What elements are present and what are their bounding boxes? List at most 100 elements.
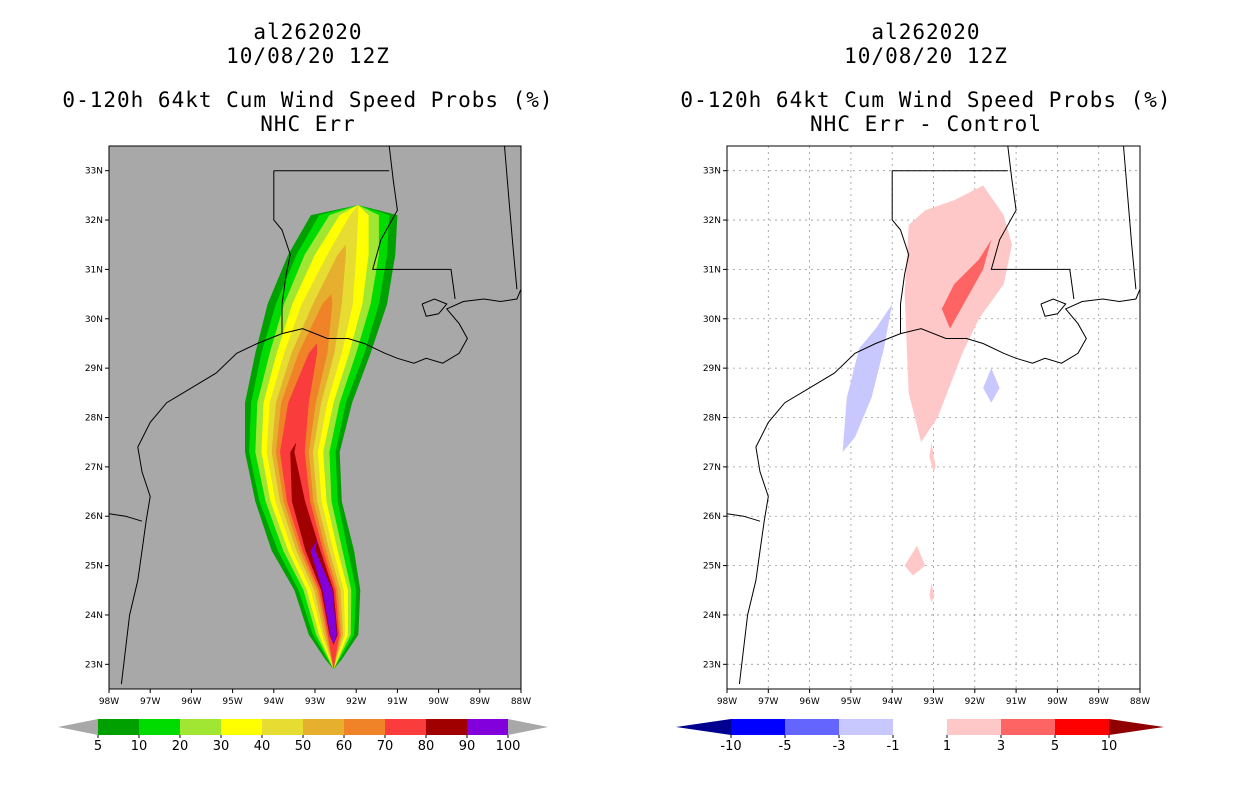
colorbar-label-0-8: 80 [418,739,435,754]
x-tick-label-1-10: 88W [1130,697,1150,707]
map-line-1-1 [891,170,910,334]
x-tick-label-0-2: 96W [181,697,201,707]
colorbar-label-0-9: 90 [459,739,476,754]
colorbar-label-0-6: 60 [336,739,353,754]
colorbar-label-0-7: 70 [377,739,394,754]
x-tick-label-0-7: 91W [387,697,407,707]
left-title-sub: NHC Err [260,112,356,136]
colorbar-swatch-0-9 [467,719,508,735]
right-contours [727,146,1140,689]
colorbar-label-0-3: 30 [213,739,230,754]
right-title-sub: NHC Err - Control [810,112,1042,136]
colorbar-swatch-0-0 [98,719,139,735]
colorbar-swatch-1-6 [1055,719,1109,735]
y-tick-label-0-4: 27N [85,463,103,473]
colorbar-swatch-0-6 [344,719,385,735]
left-chart: 98W 97W 96W 95W 94W 93W 92W 91W 90W 89W 88W 23N 24N 2… [58,145,548,754]
colorbar-swatch-0-5 [303,719,344,735]
x-tick-label-0-8: 90W [428,697,448,707]
plot-frame-1 [726,145,1141,690]
left-title-product: 0-120h 64kt Cum Wind Speed Probs (%) [62,88,554,112]
x-tick-label-0-1: 97W [140,697,160,707]
colorbar-label-1-4: 1 [943,739,951,754]
colorbar-swatch-1-0 [731,719,785,735]
x-tick-label-0-0: 98W [99,697,119,707]
map-line-1-3 [990,146,1075,300]
diff-region-2 [929,442,936,472]
y-tick-label-0-0: 23N [85,660,103,670]
x-tick-label-0-10: 88W [511,697,531,707]
y-tick-label-0-8: 31N [85,265,103,275]
y-tick-label-0-1: 24N [85,611,103,621]
y-tick-label-1-5: 28N [703,414,721,424]
map-line-0-6 [421,298,448,317]
x-tick-label-1-7: 91W [1006,697,1026,707]
colorbar-label-0-2: 20 [172,739,189,754]
y-tick-label-0-9: 32N [85,216,103,226]
x-tick-label-0-5: 93W [305,697,325,707]
y-tick-label-1-4: 27N [703,463,721,473]
diff-region-5 [842,304,893,453]
colorbar-label-0-4: 40 [254,739,271,754]
colorbar-swatch-0-8 [426,719,467,735]
colorbar-label-0-0: 5 [94,739,102,754]
y-tick-label-0-3: 26N [85,512,103,522]
colorbar-label-1-5: 3 [997,739,1005,754]
map-line-1-4 [1123,146,1137,290]
map-line-1-6 [1040,298,1067,317]
diff-region-6 [983,368,1000,403]
right-title-date: 10/08/20 12Z [844,44,1008,68]
colorbar-label-1-1: -5 [779,739,792,754]
diff-region-1 [941,239,992,329]
y-tick-label-0-10: 33N [85,167,103,177]
colorbar-label-1-0: -10 [720,739,741,754]
x-tick-label-1-5: 93W [923,697,943,707]
x-tick-label-0-9: 89W [470,697,490,707]
colorbar-label-1-7: 10 [1101,739,1118,754]
left-contours [109,146,521,685]
y-tick-label-0-5: 28N [85,414,103,424]
right-title-storm: al262020 [871,20,981,44]
colorbar-label-1-2: -3 [833,739,846,754]
y-tick-label-1-9: 32N [703,216,721,226]
colorbar-right-arrow-1 [1109,719,1164,735]
prob-contour-90 [310,540,337,645]
y-tick-label-0-2: 25N [85,562,103,572]
right-title: al262020 10/08/20 12Z 0-120h 64kt Cum Wi… [646,20,1206,136]
colorbar-right-arrow-0 [508,719,548,735]
colorbar-swatch-1-5 [1001,719,1055,735]
y-tick-label-0-7: 30N [85,315,103,325]
y-tick-label-1-0: 23N [703,660,721,670]
colorbar-swatch-0-4 [262,719,303,735]
colorbar-swatch-1-3 [893,719,947,735]
map-line-0-4 [504,146,518,290]
y-tick-label-0-6: 29N [85,364,103,374]
x-tick-label-0-4: 94W [264,697,284,707]
map-line-1-5 [727,513,761,522]
right-chart: 98W 97W 96W 95W 94W 93W 92W 91W 90W 89W 88W 23N 24N 2… [676,145,1164,754]
colorbar-swatch-0-1 [139,719,180,735]
colorbar-swatch-1-1 [785,719,839,735]
colorbar-left-arrow-0 [58,719,98,735]
colorbar-swatch-1-2 [839,719,893,735]
colorbar-swatch-0-3 [221,719,262,735]
diff-region-3 [904,545,926,576]
x-tick-label-1-6: 92W [965,697,985,707]
x-tick-label-1-8: 90W [1047,697,1067,707]
x-tick-label-1-0: 98W [717,697,737,707]
diff-region-4 [929,582,935,603]
x-tick-label-1-9: 89W [1089,697,1109,707]
right-title-product: 0-120h 64kt Cum Wind Speed Probs (%) [680,88,1172,112]
x-tick-label-1-1: 97W [758,697,778,707]
colorbar-label-0-1: 10 [131,739,148,754]
x-tick-label-0-3: 95W [222,697,242,707]
y-tick-label-1-1: 24N [703,611,721,621]
x-tick-label-1-3: 95W [841,697,861,707]
left-title: al262020 10/08/20 12Z 0-120h 64kt Cum Wi… [28,20,588,136]
x-tick-label-1-4: 94W [882,697,902,707]
y-tick-label-1-6: 29N [703,364,721,374]
map-line-0-1 [273,170,291,334]
colorbar-label-0-5: 50 [295,739,312,754]
colorbar-swatch-0-2 [180,719,221,735]
y-tick-label-1-2: 25N [703,562,721,572]
